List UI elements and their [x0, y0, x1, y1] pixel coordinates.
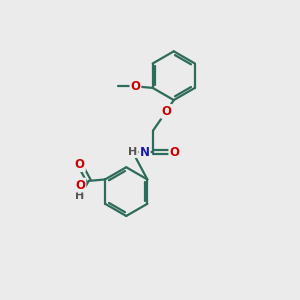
Text: O: O	[75, 178, 85, 192]
Text: H: H	[75, 191, 85, 201]
Text: O: O	[130, 80, 140, 93]
Text: N: N	[140, 146, 150, 159]
Text: H: H	[128, 147, 137, 157]
Text: O: O	[75, 158, 85, 171]
Text: O: O	[161, 105, 171, 118]
Text: O: O	[169, 146, 179, 159]
